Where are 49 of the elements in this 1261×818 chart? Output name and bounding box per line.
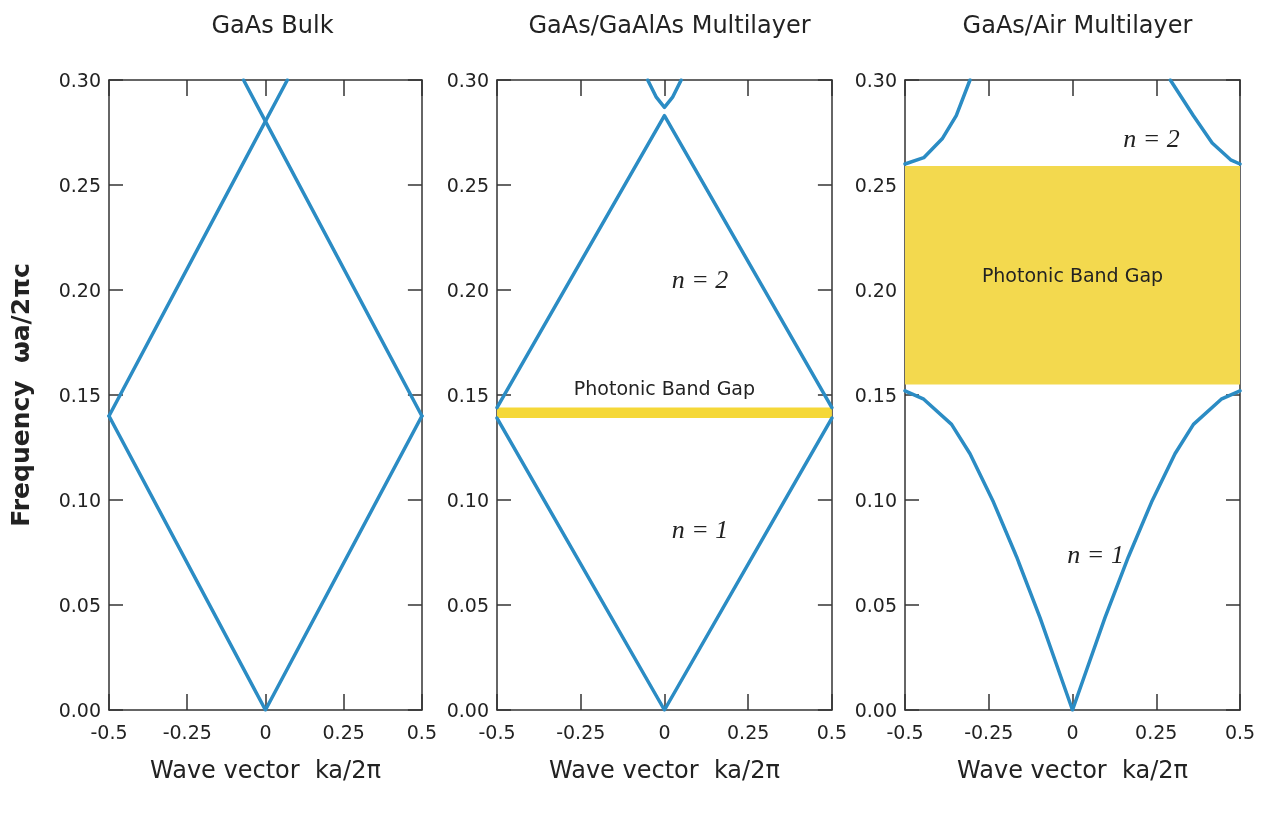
y-tick-label: 0.05 xyxy=(58,594,101,616)
band-label: Photonic Band Gap xyxy=(573,377,756,400)
x-tick-label: -0.5 xyxy=(90,720,128,743)
x-tick-label: 0 xyxy=(1066,720,1079,743)
x-tick-label: 0.5 xyxy=(406,720,437,743)
x-tick-label: -0.25 xyxy=(556,720,606,743)
y-tick-label: 0.25 xyxy=(446,174,489,196)
y-tick-label: 0.10 xyxy=(58,489,101,511)
x-tick-label: 0.25 xyxy=(727,720,770,743)
annotation: n = 2 xyxy=(671,265,729,295)
y-tick-label: 0.30 xyxy=(58,69,101,91)
y-tick-label: 0.20 xyxy=(446,279,489,301)
y-tick-label: 0.20 xyxy=(854,279,897,301)
y-tick-label: 0.05 xyxy=(854,594,897,616)
y-tick-label: 0.15 xyxy=(854,384,897,406)
x-tick-label: -0.25 xyxy=(964,720,1014,743)
y-tick-label: 0.00 xyxy=(446,699,489,721)
annotation: n = 1 xyxy=(671,514,729,544)
y-tick-label: 0.30 xyxy=(854,69,897,91)
y-tick-label: 0.20 xyxy=(58,279,101,301)
y-tick-label: 0.15 xyxy=(58,384,101,406)
x-axis-title: Wave vector ka/2π xyxy=(957,756,1188,784)
x-tick-label: 0.5 xyxy=(816,720,847,743)
y-axis-title: Frequency ωa/2πc xyxy=(6,263,35,527)
y-tick-label: 0.25 xyxy=(58,174,101,196)
y-tick-label: 0.25 xyxy=(854,174,897,196)
x-tick-label: 0.5 xyxy=(1224,720,1256,743)
y-tick-label: 0.00 xyxy=(854,699,897,721)
x-axis-title: Wave vector ka/2π xyxy=(150,756,381,784)
x-tick-label: 0 xyxy=(259,720,272,743)
band-label: Photonic Band Gap xyxy=(981,264,1164,287)
x-tick-label: -0.5 xyxy=(478,720,516,743)
x-tick-label: -0.5 xyxy=(886,720,924,743)
chart-title: GaAs/GaAlAs Multilayer xyxy=(528,11,811,39)
x-tick-label: 0.25 xyxy=(322,720,365,743)
chart-title: GaAs/Air Multilayer xyxy=(962,11,1193,39)
x-tick-label: 0.25 xyxy=(1135,720,1178,743)
annotation: n = 1 xyxy=(1067,539,1124,569)
y-tick-label: 0.15 xyxy=(446,384,489,406)
chart-title: GaAs Bulk xyxy=(211,11,334,39)
y-tick-label: 0.10 xyxy=(446,489,489,511)
x-axis-title: Wave vector ka/2π xyxy=(549,756,780,784)
y-tick-label: 0.10 xyxy=(854,489,897,511)
x-tick-label: -0.25 xyxy=(162,720,212,743)
y-tick-label: 0.00 xyxy=(58,699,101,721)
y-tick-label: 0.30 xyxy=(446,69,489,91)
annotation: n = 2 xyxy=(1123,124,1180,154)
y-tick-label: 0.05 xyxy=(446,594,489,616)
x-tick-label: 0 xyxy=(658,720,671,743)
